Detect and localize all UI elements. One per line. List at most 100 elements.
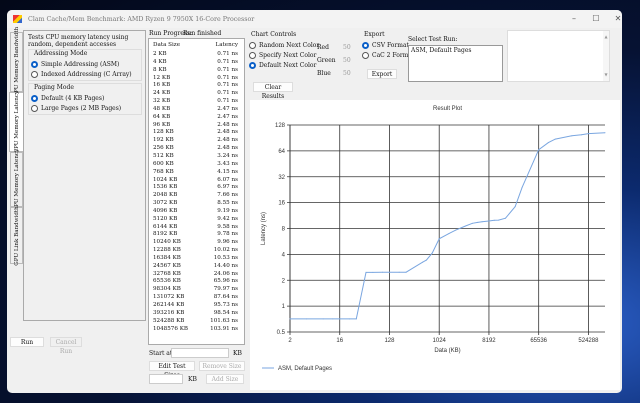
minimize-button[interactable]: – — [572, 14, 576, 23]
tab-cpu-memory-latency[interactable]: CPU Memory Latency — [9, 90, 24, 154]
list-item[interactable]: ASM, Default Pages — [411, 47, 472, 54]
radio-selected-icon — [362, 41, 369, 49]
radio-cac2-format[interactable]: CaC 2 Format — [362, 50, 622, 60]
table-row[interactable]: 48 KB 2.47 ns — [149, 106, 244, 114]
y-tick-label: 1 — [282, 304, 286, 310]
table-row[interactable]: 64 KB 2.47 ns — [149, 114, 244, 122]
radio-default-pages[interactable]: Default (4 KB Pages) — [29, 93, 141, 103]
text-output-box[interactable]: ▲ ▼ — [507, 30, 610, 82]
add-size-input[interactable] — [149, 374, 183, 384]
table-row[interactable]: 1536 KB 6.97 ns — [149, 184, 244, 192]
table-row[interactable]: 8192 KB 9.78 ns — [149, 231, 244, 239]
table-row[interactable]: 192 KB 2.48 ns — [149, 137, 244, 145]
data-point — [306, 318, 308, 320]
table-row[interactable]: 16 KB 0.71 ns — [149, 82, 244, 90]
table-row[interactable]: 2 KB 0.71 ns — [149, 51, 244, 59]
table-row[interactable]: 131072 KB 87.64 ns — [149, 294, 244, 302]
table-row[interactable]: 10240 KB 9.96 ns — [149, 239, 244, 247]
data-size-cell: 5120 KB — [153, 215, 178, 222]
data-point — [431, 252, 433, 254]
data-size-cell: 256 KB — [153, 145, 174, 152]
radio-specify-next-color[interactable]: Specify Next Color — [249, 50, 359, 60]
table-row[interactable]: 12288 KB 10.02 ns — [149, 247, 244, 255]
radio-simple-addressing[interactable]: Simple Addressing (ASM) — [29, 59, 141, 69]
table-row[interactable]: 32 KB 0.71 ns — [149, 98, 244, 106]
table-row[interactable]: 1024 KB 6.07 ns — [149, 177, 244, 185]
tab-cpu-memory-bandwidth[interactable]: CPU Memory Bandwidth — [10, 27, 23, 97]
table-row[interactable]: 600 KB 3.43 ns — [149, 161, 244, 169]
run-button[interactable]: Run — [10, 337, 44, 347]
table-row[interactable]: 768 KB 4.15 ns — [149, 169, 244, 177]
table-row[interactable]: 32768 KB 24.06 ns — [149, 271, 244, 279]
radio-default-next-color[interactable]: Default Next Color — [249, 60, 359, 70]
table-row[interactable]: 1048576 KB 103.91 ns — [149, 326, 244, 334]
table-row[interactable]: 128 KB 2.48 ns — [149, 129, 244, 137]
test-run-list[interactable]: ASM, Default Pages — [408, 45, 503, 82]
maximize-button[interactable]: ☐ — [592, 14, 600, 23]
table-row[interactable]: 524288 KB 101.63 ns — [149, 318, 244, 326]
latency-cell: 79.97 ns — [213, 286, 238, 293]
cancel-run-button[interactable]: Cancel Run — [50, 337, 82, 355]
table-row[interactable]: 24567 KB 14.40 ns — [149, 263, 244, 271]
table-row[interactable]: 8 KB 0.71 ns — [149, 67, 244, 75]
latency-cell: 0.71 ns — [217, 58, 238, 65]
data-point — [355, 318, 357, 320]
close-button[interactable]: ✕ — [614, 14, 622, 23]
start-at-input[interactable] — [171, 348, 229, 358]
latency-cell: 101.63 ns — [210, 317, 238, 324]
red-input[interactable]: 50 — [343, 44, 351, 51]
table-row[interactable]: 65536 KB 65.96 ns — [149, 278, 244, 286]
x-tick-label: 16 — [336, 338, 343, 344]
radio-large-pages[interactable]: Large Pages (2 MB Pages) — [29, 103, 141, 113]
data-size-cell: 24567 KB — [153, 262, 181, 269]
radio-random-next-color[interactable]: Random Next Color — [249, 40, 359, 50]
radio-csv-format[interactable]: CSV Format — [362, 40, 622, 50]
table-row[interactable]: 12 KB 0.71 ns — [149, 75, 244, 83]
latency-cell: 0.71 ns — [217, 82, 238, 89]
table-row[interactable]: 16384 KB 10.53 ns — [149, 255, 244, 263]
latency-cell: 2.47 ns — [217, 105, 238, 112]
data-point — [365, 271, 367, 273]
clear-results-button[interactable]: Clear Results — [253, 82, 293, 100]
latency-cell: 24.06 ns — [213, 270, 238, 277]
scrollbar[interactable]: ▲ ▼ — [603, 31, 609, 81]
table-row[interactable]: 3072 KB 8.55 ns — [149, 200, 244, 208]
table-row[interactable]: 4096 KB 9.19 ns — [149, 208, 244, 216]
latency-cell: 9.19 ns — [217, 207, 238, 214]
green-label: Green — [317, 57, 336, 64]
latency-cell: 87.64 ns — [213, 294, 238, 301]
data-size-cell: 131072 KB — [153, 294, 185, 301]
table-row[interactable]: 512 KB 3.24 ns — [149, 153, 244, 161]
table-row[interactable]: 4 KB 0.71 ns — [149, 59, 244, 67]
remove-size-button[interactable]: Remove Size — [199, 361, 245, 371]
table-row[interactable]: 98304 KB 79.97 ns — [149, 286, 244, 294]
radio-indexed-addressing[interactable]: Indexed Addressing (C Array) — [29, 69, 141, 79]
radio-label: Large Pages (2 MB Pages) — [41, 104, 122, 112]
table-row[interactable]: 256 KB 2.48 ns — [149, 145, 244, 153]
edit-test-sizes-button[interactable]: Edit Test Sizes — [149, 361, 195, 379]
latency-results-table[interactable]: Data Size Latency 2 KB 0.71 ns 4 KB 0.71 ns 8… — [148, 38, 245, 345]
latency-cell: 8.55 ns — [217, 200, 238, 207]
latency-cell: 9.78 ns — [217, 231, 238, 238]
tab-gpu-link-bandwidth[interactable]: GPU Link Bandwidth — [10, 206, 23, 265]
table-row[interactable]: 393216 KB 98.54 ns — [149, 310, 244, 318]
app-icon — [13, 15, 22, 23]
tab-label: CPU Memory Latency — [14, 90, 20, 154]
latency-cell: 9.96 ns — [217, 239, 238, 246]
radio-label: CaC 2 Format — [372, 51, 415, 59]
table-row[interactable]: 262144 KB 95.73 ns — [149, 302, 244, 310]
table-row[interactable]: 2048 KB 7.66 ns — [149, 192, 244, 200]
add-size-unit: KB — [188, 376, 197, 383]
table-row[interactable]: 6144 KB 9.58 ns — [149, 224, 244, 232]
table-row[interactable]: 96 KB 2.48 ns — [149, 122, 244, 130]
table-row[interactable]: 5120 KB 9.42 ns — [149, 216, 244, 224]
paging-mode-group: Paging Mode Default (4 KB Pages) Large P… — [28, 83, 142, 115]
latency-cell: 98.54 ns — [213, 309, 238, 316]
table-row[interactable]: 24 KB 0.71 ns — [149, 90, 244, 98]
add-size-button[interactable]: Add Size — [206, 374, 244, 384]
blue-input[interactable]: 50 — [343, 70, 351, 77]
export-button[interactable]: Export — [367, 69, 397, 79]
tab-gpu-memory-latency[interactable]: GPU Memory Latency — [10, 148, 23, 211]
y-axis-label: Latency (ns) — [261, 212, 267, 245]
green-input[interactable]: 50 — [343, 57, 351, 64]
